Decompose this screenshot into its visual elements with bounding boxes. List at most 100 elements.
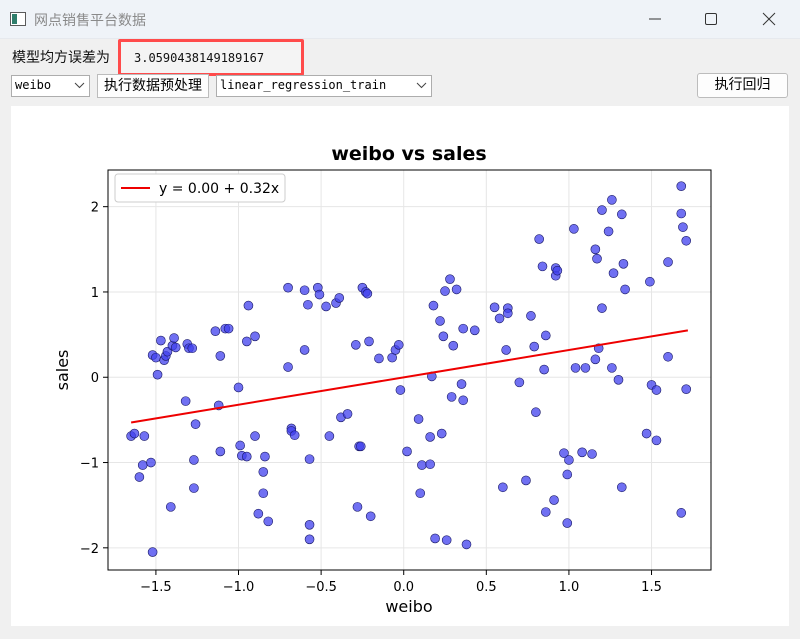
scatter-point [415, 488, 426, 499]
scatter-point [351, 340, 361, 350]
scatter-points [126, 181, 692, 557]
scatter-point [569, 224, 579, 234]
scatter-point [425, 459, 435, 470]
x-tick-label: 1.0 [559, 580, 580, 595]
maximize-button[interactable] [688, 0, 734, 38]
chart-title: weibo vs sales [331, 143, 486, 165]
scatter-point [215, 446, 226, 457]
y-tick-label: −2 [80, 542, 99, 557]
scatter-point [494, 313, 505, 324]
scatter-point [134, 472, 145, 482]
scatter-point [324, 431, 335, 441]
scatter-point [562, 518, 573, 528]
scatter-point [498, 482, 508, 493]
scatter-point [681, 384, 692, 394]
scatter-point [534, 234, 544, 244]
scatter-point [430, 533, 440, 544]
scatter-point [514, 377, 525, 388]
scatter-point [362, 288, 373, 299]
x-tick-label: 0.0 [393, 580, 414, 595]
legend-box [114, 173, 286, 203]
scatter-point [180, 396, 191, 406]
scatter-point [304, 454, 315, 464]
scatter-point [165, 502, 176, 512]
scatter-point [618, 259, 629, 269]
x-axis-label: weibo [385, 597, 432, 616]
model-select[interactable]: linear_regression_train [216, 75, 432, 97]
scatter-point [235, 440, 245, 451]
scatter-point [129, 428, 140, 439]
close-icon [762, 12, 776, 26]
scatter-point [151, 352, 161, 363]
scatter-point [436, 428, 447, 439]
y-ticks: −2 −1 0 1 2 [80, 201, 108, 557]
scatter-point [552, 265, 563, 276]
minimize-button[interactable] [632, 0, 678, 38]
scatter-point [169, 333, 179, 343]
scatter-point [428, 300, 439, 311]
scatter-point [531, 407, 541, 418]
feature-select[interactable]: weibo [11, 75, 90, 97]
scatter-point [645, 276, 655, 287]
scatter-point [540, 330, 551, 341]
y-tick-label: 2 [91, 201, 99, 216]
scatter-point [469, 325, 480, 336]
scatter-point [156, 335, 166, 346]
scatter-point [651, 385, 662, 395]
app-icon [10, 12, 26, 26]
model-select-value: linear_regression_train [220, 78, 387, 92]
run-regression-button[interactable]: 执行回归 [697, 73, 788, 98]
scatter-point [139, 431, 150, 441]
scatter-point [417, 460, 427, 470]
scatter-point [678, 222, 688, 232]
scatter-point [146, 457, 156, 468]
scatter-point [540, 507, 551, 517]
scatter-point [263, 516, 274, 527]
scatter-point [537, 261, 548, 272]
scatter-point [461, 539, 472, 550]
scatter-point [676, 208, 687, 219]
scatter-point [539, 364, 549, 375]
scatter-point [676, 181, 687, 192]
scatter-point [445, 274, 455, 284]
scatter-point [342, 409, 353, 419]
y-tick-label: −1 [80, 457, 99, 472]
scatter-point [352, 502, 363, 512]
legend-label: y = 0.00 + 0.32x [159, 181, 279, 197]
window-title: 网点销售平台数据 [34, 13, 146, 29]
scatter-point [147, 547, 158, 557]
x-tick-label: −1.0 [223, 580, 255, 595]
scatter-point [215, 351, 226, 361]
plot-canvas: −1.5 −1.0 −0.5 0.0 0.5 1.0 1.5 −2 −1 0 1 2 weibo v… [11, 106, 789, 626]
scatter-point [580, 363, 591, 373]
scatter-point [364, 336, 374, 347]
scatter-point [243, 300, 254, 311]
scatter-point [258, 467, 269, 477]
scatter-point [425, 432, 435, 442]
scatter-point [446, 392, 457, 402]
scatter-point [641, 428, 652, 439]
scatter-point [608, 268, 619, 278]
scatter-point [592, 253, 602, 264]
close-button[interactable] [746, 0, 792, 38]
scatter-point [440, 286, 450, 296]
scatter-point [190, 419, 201, 429]
scatter-point [651, 435, 662, 446]
scatter-point [137, 460, 148, 470]
scatter-point [607, 363, 617, 373]
mse-label: 模型均方误差为 [12, 50, 110, 66]
chevron-down-icon [416, 82, 427, 89]
preprocess-button[interactable]: 执行数据预处理 [97, 74, 209, 98]
scatter-point [189, 455, 199, 465]
scatter-point [549, 495, 559, 505]
scatter-point [501, 345, 511, 355]
title-bar: 网点销售平台数据 [0, 0, 800, 39]
scatter-point [458, 323, 468, 334]
scatter-point [448, 340, 459, 351]
y-tick-label: 1 [91, 286, 99, 301]
scatter-point [299, 285, 310, 296]
scatter-point [374, 353, 384, 364]
scatter-point [451, 284, 462, 295]
scatter-point [283, 282, 293, 293]
scatter-point [314, 289, 325, 300]
